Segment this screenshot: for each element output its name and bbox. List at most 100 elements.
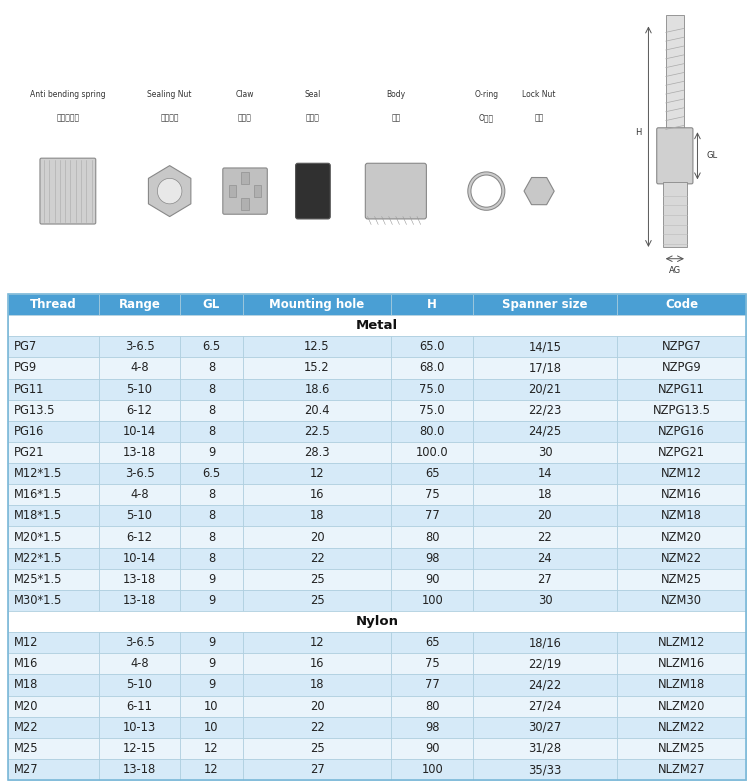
Bar xyxy=(99,421,180,442)
Text: M12*1.5: M12*1.5 xyxy=(14,467,63,480)
Bar xyxy=(8,294,746,780)
Bar xyxy=(8,294,99,315)
Text: 10: 10 xyxy=(204,720,219,734)
Bar xyxy=(99,358,180,379)
Bar xyxy=(8,315,746,336)
Text: NZM25: NZM25 xyxy=(661,573,702,586)
Text: 6-12: 6-12 xyxy=(127,404,152,417)
Bar xyxy=(8,485,99,506)
Bar xyxy=(8,442,99,463)
Text: 98: 98 xyxy=(425,552,440,564)
Bar xyxy=(180,294,243,315)
Text: 8: 8 xyxy=(208,404,215,417)
Bar xyxy=(8,358,99,379)
Text: 65: 65 xyxy=(425,636,440,649)
Text: 5-10: 5-10 xyxy=(127,383,152,396)
Bar xyxy=(473,358,617,379)
Bar xyxy=(180,336,243,358)
Bar xyxy=(473,506,617,527)
Text: 10-13: 10-13 xyxy=(123,720,156,734)
Text: 16: 16 xyxy=(310,657,324,670)
Text: 30: 30 xyxy=(538,446,552,459)
Text: NLZM18: NLZM18 xyxy=(658,678,705,691)
Text: 20: 20 xyxy=(538,510,552,522)
Text: 20/21: 20/21 xyxy=(529,383,562,396)
Text: GL: GL xyxy=(203,298,220,311)
Bar xyxy=(8,695,99,717)
Bar xyxy=(241,198,249,210)
Bar xyxy=(617,674,746,695)
Bar xyxy=(8,506,99,527)
Text: 22: 22 xyxy=(310,552,324,564)
Bar xyxy=(391,568,473,590)
Bar xyxy=(180,695,243,717)
FancyBboxPatch shape xyxy=(366,163,427,219)
Bar xyxy=(99,568,180,590)
Bar xyxy=(243,738,391,759)
Text: Code: Code xyxy=(665,298,698,311)
Bar xyxy=(8,674,99,695)
Text: 9: 9 xyxy=(208,636,215,649)
Text: Range: Range xyxy=(118,298,161,311)
Bar xyxy=(99,547,180,568)
Text: 9: 9 xyxy=(208,573,215,586)
Bar xyxy=(391,379,473,400)
Text: NLZM27: NLZM27 xyxy=(658,763,706,776)
Bar xyxy=(243,527,391,547)
Text: NZM30: NZM30 xyxy=(661,594,702,607)
Text: NZM20: NZM20 xyxy=(661,531,702,543)
Bar xyxy=(617,653,746,674)
Text: 4-8: 4-8 xyxy=(130,657,149,670)
Bar xyxy=(617,738,746,759)
Text: 30/27: 30/27 xyxy=(529,720,562,734)
Text: NZM22: NZM22 xyxy=(661,552,702,564)
Bar xyxy=(473,336,617,358)
Bar xyxy=(473,717,617,738)
Text: 20: 20 xyxy=(310,699,324,713)
Bar xyxy=(180,442,243,463)
Text: GL: GL xyxy=(706,151,718,160)
Text: 12: 12 xyxy=(310,636,324,649)
Bar xyxy=(8,759,99,780)
Bar xyxy=(473,759,617,780)
Text: 80: 80 xyxy=(425,531,440,543)
Bar xyxy=(8,590,99,611)
Text: NLZM16: NLZM16 xyxy=(658,657,705,670)
Bar xyxy=(473,485,617,506)
Text: PG16: PG16 xyxy=(14,425,44,438)
Text: Nylon: Nylon xyxy=(355,615,399,628)
Bar xyxy=(391,358,473,379)
Text: 25: 25 xyxy=(310,594,324,607)
Bar xyxy=(617,400,746,421)
Text: 28.3: 28.3 xyxy=(304,446,329,459)
Bar xyxy=(243,695,391,717)
Text: NLZM22: NLZM22 xyxy=(658,720,706,734)
Text: Mounting hole: Mounting hole xyxy=(269,298,365,311)
Text: 24: 24 xyxy=(538,552,552,564)
Bar xyxy=(391,463,473,485)
Bar xyxy=(180,590,243,611)
Text: 12.5: 12.5 xyxy=(304,340,329,354)
Text: 98: 98 xyxy=(425,720,440,734)
Text: 13-18: 13-18 xyxy=(123,594,156,607)
Bar xyxy=(617,463,746,485)
Bar xyxy=(243,674,391,695)
Text: Body: Body xyxy=(386,89,406,99)
Bar xyxy=(8,400,99,421)
Bar xyxy=(243,653,391,674)
Text: PG9: PG9 xyxy=(14,361,37,375)
Text: 8: 8 xyxy=(208,552,215,564)
Text: 77: 77 xyxy=(425,510,440,522)
Text: H: H xyxy=(636,128,642,136)
Bar xyxy=(617,336,746,358)
Text: 12: 12 xyxy=(204,763,219,776)
Text: 主体: 主体 xyxy=(391,113,400,122)
Bar xyxy=(617,294,746,315)
Text: 螺母: 螺母 xyxy=(535,113,544,122)
Text: 3-6.5: 3-6.5 xyxy=(124,467,155,480)
Text: 22/23: 22/23 xyxy=(529,404,562,417)
Bar xyxy=(391,738,473,759)
Text: 16: 16 xyxy=(310,488,324,501)
Bar xyxy=(99,695,180,717)
Bar xyxy=(617,485,746,506)
